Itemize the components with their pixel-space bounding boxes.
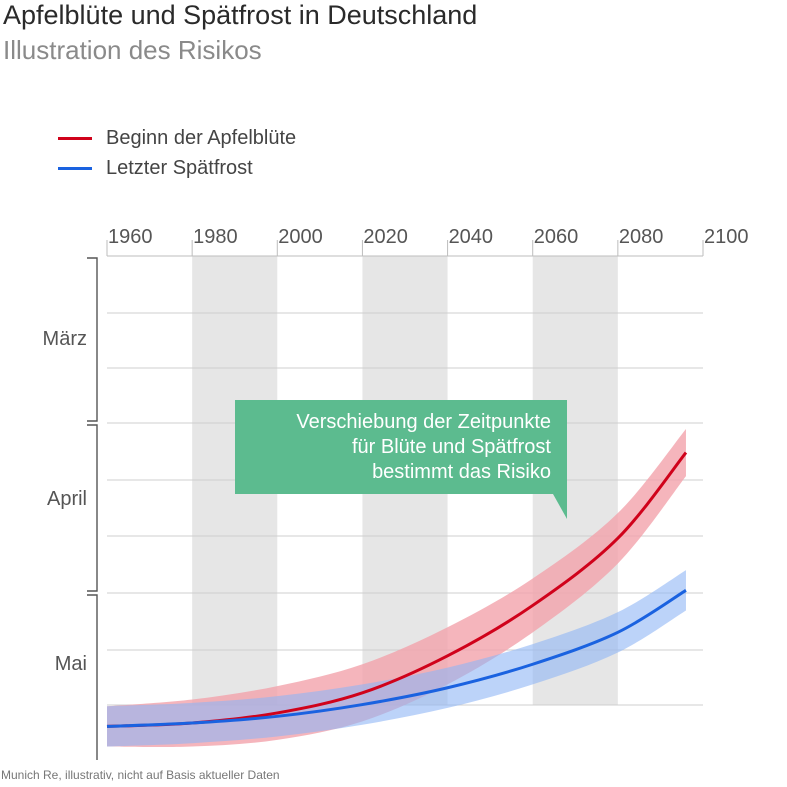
legend-swatch-frost: [58, 167, 92, 170]
x-tick-label-1960: 1960: [108, 226, 153, 248]
chart-title: Apfelblüte und Spätfrost in Deutschland: [3, 0, 478, 30]
band-frost: [107, 570, 686, 747]
x-tick-label-2000: 2000: [278, 226, 323, 248]
source-note: Munich Re, illustrativ, nicht auf Basis …: [1, 768, 280, 782]
y-category-label-1: April: [47, 488, 87, 510]
x-tick-label-1980: 1980: [193, 226, 238, 248]
legend-label-frost: Letzter Spätfrost: [106, 157, 253, 179]
annotation-line-0: Verschiebung der Zeitpunkte: [296, 411, 551, 433]
month-bracket-2: [87, 594, 98, 760]
legend-label-bloom: Beginn der Apfelblüte: [106, 127, 297, 149]
x-tick-label-2080: 2080: [619, 226, 664, 248]
month-bracket-1: [87, 424, 98, 592]
y-category-label-0: März: [43, 328, 87, 350]
month-bracket-line-2: [87, 594, 98, 760]
legend-item-bloom: Beginn der Apfelblüte: [58, 127, 296, 150]
x-tick-label-2040: 2040: [449, 226, 494, 248]
x-tick-label-2020: 2020: [363, 226, 408, 248]
legend-swatch-bloom: [58, 137, 92, 140]
annotation-callout: Verschiebung der Zeitpunkte für Blüte und…: [235, 400, 567, 519]
annotation-box: [235, 400, 567, 519]
legend-item-frost: Letzter Spätfrost: [58, 157, 253, 180]
month-bracket-0: [87, 257, 98, 422]
x-tick-label-2100: 2100: [704, 226, 749, 248]
chart-subtitle: Illustration des Risikos: [3, 35, 262, 65]
y-category-label-2: Mai: [55, 653, 87, 675]
annotation-line-2: bestimmt das Risiko: [372, 461, 551, 483]
annotation-line-1: für Blüte und Spätfrost: [352, 436, 551, 458]
series-line-frost: [106, 589, 687, 728]
month-bracket-line-1: [87, 424, 98, 592]
month-bracket-line-0: [87, 257, 98, 422]
x-tick-label-2060: 2060: [534, 226, 579, 248]
